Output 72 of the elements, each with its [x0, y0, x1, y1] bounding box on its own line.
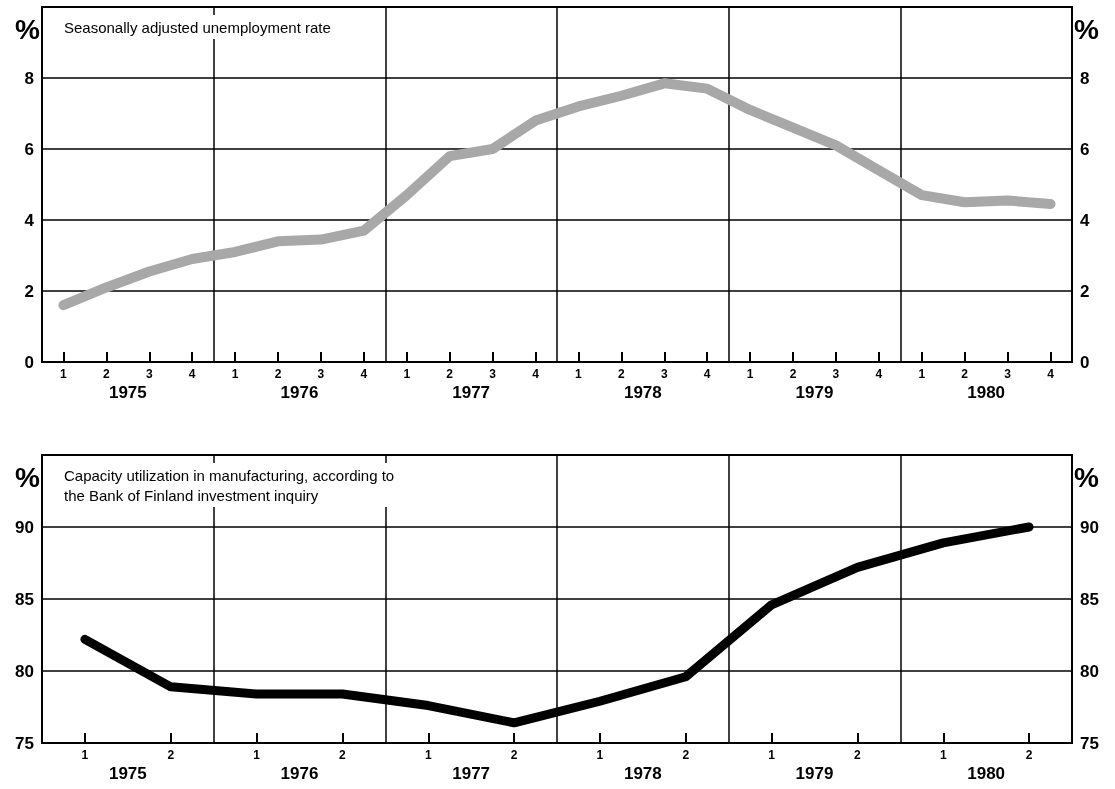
- text: 1975: [108, 764, 147, 783]
- x-tick-label: 2: [339, 748, 347, 762]
- x-tick-label: 2: [789, 367, 797, 381]
- x-tick-label: 2: [854, 748, 862, 762]
- y2-tick-label: 2: [1080, 281, 1090, 301]
- x-tick-label: 1: [424, 748, 432, 762]
- text: Seasonally adjusted unemployment rate: [64, 18, 331, 36]
- x-tick-label: 1: [575, 367, 583, 381]
- x-tick-label: 3: [489, 367, 497, 381]
- x-tick-label: 4: [875, 367, 883, 381]
- y2-tick-label: 80: [1080, 661, 1099, 681]
- y2-tick-label: 85: [1080, 589, 1099, 609]
- text: 1976: [280, 383, 319, 402]
- x-tick-label: 2: [1025, 748, 1033, 762]
- y-tick-label: 2: [24, 281, 34, 301]
- x-tick-label: 1: [60, 367, 68, 381]
- x-tick-label: 2: [961, 367, 969, 381]
- x-tick-label: 3: [317, 367, 325, 381]
- x-tick-label: 2: [682, 748, 690, 762]
- x-tick-label: 2: [274, 367, 282, 381]
- text: 1980: [967, 764, 1006, 783]
- y-tick-label: 4: [24, 210, 35, 230]
- text: 1978: [623, 764, 662, 783]
- y2-axis-title: %: [1074, 461, 1099, 493]
- y2-tick-label: 6: [1080, 139, 1090, 159]
- x-tick-label: 2: [103, 367, 111, 381]
- text: 1975: [108, 383, 147, 402]
- x-tick-label: 4: [1047, 367, 1055, 381]
- text: 1978: [623, 383, 662, 402]
- y-tick-label: 75: [15, 733, 34, 753]
- y-tick-label: 80: [15, 661, 34, 681]
- x-tick-label: 1: [253, 748, 261, 762]
- y-tick-label: 0: [24, 352, 34, 372]
- text: Capacity utilization in manufacturing, according to the Bank of Finland investment inquiry: [64, 466, 395, 504]
- x-tick-label: 2: [446, 367, 454, 381]
- text: 1979: [795, 764, 834, 783]
- y-tick-label: 85: [15, 589, 34, 609]
- x-tick-label: 2: [618, 367, 626, 381]
- y2-tick-label: 8: [1080, 68, 1090, 88]
- text: 1980: [967, 383, 1006, 402]
- text: 1977: [452, 764, 491, 783]
- x-tick-label: 1: [746, 367, 754, 381]
- x-tick-label: 1: [918, 367, 926, 381]
- y-axis-title: %: [15, 13, 41, 45]
- y2-tick-label: 90: [1080, 517, 1099, 537]
- x-tick-label: 2: [167, 748, 175, 762]
- x-tick-label: 1: [81, 748, 89, 762]
- y-tick-label: 8: [24, 68, 34, 88]
- y2-tick-label: 75: [1080, 733, 1099, 753]
- y2-tick-label: 0: [1080, 352, 1090, 372]
- text: 1976: [280, 764, 319, 783]
- x-tick-label: 1: [768, 748, 776, 762]
- x-tick-label: 1: [939, 748, 947, 762]
- x-tick-label: 4: [703, 367, 711, 381]
- x-tick-label: 1: [403, 367, 411, 381]
- x-tick-label: 3: [832, 367, 840, 381]
- y-tick-label: 6: [24, 139, 34, 159]
- x-tick-label: 1: [596, 748, 604, 762]
- x-tick-label: 2: [510, 748, 518, 762]
- text: 1979: [795, 383, 834, 402]
- y-axis-title: %: [15, 461, 41, 493]
- x-tick-label: 3: [1004, 367, 1012, 381]
- y2-axis-title: %: [1074, 13, 1099, 45]
- y-tick-label: 90: [15, 517, 34, 537]
- x-tick-label: 4: [532, 367, 540, 381]
- x-tick-label: 1: [231, 367, 239, 381]
- x-tick-label: 4: [188, 367, 196, 381]
- x-tick-label: 3: [145, 367, 153, 381]
- y2-tick-label: 4: [1080, 210, 1090, 230]
- x-tick-label: 3: [660, 367, 668, 381]
- text: 1977: [452, 383, 491, 402]
- x-tick-label: 4: [360, 367, 368, 381]
